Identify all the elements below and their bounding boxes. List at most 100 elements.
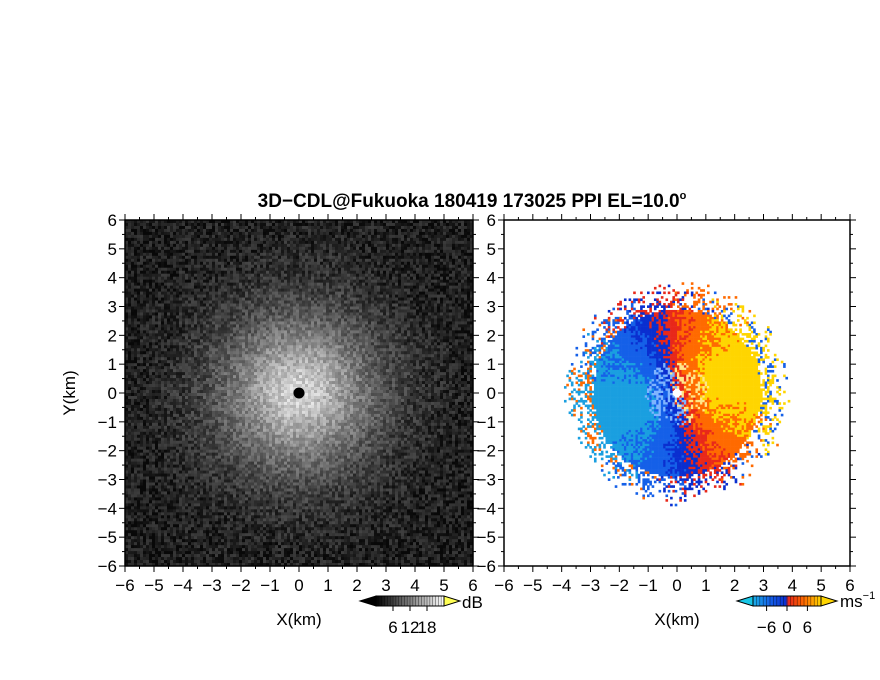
- intensity-cell: [230, 223, 233, 226]
- intensity-cell: [200, 295, 203, 298]
- intensity-cell: [197, 468, 200, 471]
- intensity-cell: [185, 450, 188, 453]
- intensity-cell: [179, 348, 182, 351]
- intensity-cell: [227, 548, 230, 551]
- intensity-cell: [215, 339, 218, 342]
- intensity-cell: [149, 459, 152, 462]
- intensity-cell: [158, 480, 161, 483]
- intensity-cell: [245, 435, 248, 438]
- intensity-cell: [245, 438, 248, 441]
- intensity-cell: [251, 512, 254, 515]
- intensity-cell: [191, 491, 194, 494]
- intensity-cell: [182, 414, 185, 417]
- intensity-cell: [206, 471, 209, 474]
- intensity-cell: [143, 298, 146, 301]
- intensity-cell: [161, 372, 164, 375]
- intensity-cell: [218, 324, 221, 327]
- intensity-cell: [209, 301, 212, 304]
- intensity-cell: [251, 265, 254, 268]
- intensity-cell: [215, 530, 218, 533]
- intensity-cell: [224, 345, 227, 348]
- intensity-cell: [239, 232, 242, 235]
- intensity-cell: [155, 506, 158, 509]
- intensity-cell: [194, 527, 197, 530]
- intensity-cell: [212, 399, 215, 402]
- intensity-cell: [218, 295, 221, 298]
- intensity-cell: [212, 333, 215, 336]
- intensity-cell: [224, 366, 227, 369]
- intensity-cell: [224, 542, 227, 545]
- intensity-cell: [140, 450, 143, 453]
- intensity-cell: [158, 408, 161, 411]
- intensity-cell: [209, 426, 212, 429]
- intensity-cell: [185, 268, 188, 271]
- intensity-cell: [131, 459, 134, 462]
- intensity-cell: [143, 226, 146, 229]
- intensity-cell: [194, 229, 197, 232]
- intensity-cell: [194, 482, 197, 485]
- intensity-cell: [236, 289, 239, 292]
- intensity-cell: [134, 336, 137, 339]
- intensity-cell: [128, 274, 131, 277]
- intensity-cell: [245, 265, 248, 268]
- intensity-cell: [251, 545, 254, 548]
- intensity-cell: [218, 301, 221, 304]
- intensity-cell: [230, 512, 233, 515]
- intensity-cell: [194, 250, 197, 253]
- intensity-cell: [152, 509, 155, 512]
- intensity-cell: [233, 241, 236, 244]
- intensity-cell: [158, 345, 161, 348]
- intensity-cell: [182, 542, 185, 545]
- intensity-cell: [242, 327, 245, 330]
- intensity-cell: [176, 503, 179, 506]
- intensity-cell: [173, 456, 176, 459]
- intensity-cell: [152, 292, 155, 295]
- intensity-cell: [236, 226, 239, 229]
- intensity-cell: [170, 339, 173, 342]
- intensity-cell: [221, 336, 224, 339]
- intensity-cell: [206, 423, 209, 426]
- intensity-cell: [176, 378, 179, 381]
- intensity-cell: [188, 393, 191, 396]
- intensity-cell: [161, 482, 164, 485]
- intensity-cell: [170, 286, 173, 289]
- intensity-cell: [227, 369, 230, 372]
- intensity-cell: [236, 283, 239, 286]
- intensity-cell: [146, 453, 149, 456]
- intensity-cell: [251, 509, 254, 512]
- intensity-cell: [227, 512, 230, 515]
- intensity-cell: [215, 232, 218, 235]
- intensity-cell: [197, 360, 200, 363]
- intensity-cell: [167, 491, 170, 494]
- intensity-cell: [236, 488, 239, 491]
- intensity-cell: [146, 301, 149, 304]
- intensity-cell: [176, 429, 179, 432]
- intensity-cell: [173, 554, 176, 557]
- intensity-cell: [197, 226, 200, 229]
- intensity-cell: [209, 384, 212, 387]
- intensity-cell: [200, 524, 203, 527]
- intensity-cell: [242, 375, 245, 378]
- intensity-cell: [194, 441, 197, 444]
- intensity-cell: [164, 330, 167, 333]
- intensity-cell: [215, 309, 218, 312]
- intensity-cell: [227, 491, 230, 494]
- intensity-cell: [149, 429, 152, 432]
- intensity-cell: [218, 429, 221, 432]
- intensity-cell: [131, 229, 134, 232]
- intensity-cell: [164, 345, 167, 348]
- intensity-cell: [191, 280, 194, 283]
- intensity-cell: [152, 539, 155, 542]
- intensity-cell: [167, 474, 170, 477]
- intensity-cell: [155, 471, 158, 474]
- intensity-cell: [197, 465, 200, 468]
- intensity-cell: [248, 339, 251, 342]
- intensity-cell: [251, 554, 254, 557]
- intensity-cell: [224, 354, 227, 357]
- intensity-cell: [209, 420, 212, 423]
- intensity-cell: [230, 459, 233, 462]
- intensity-cell: [245, 223, 248, 226]
- intensity-cell: [155, 259, 158, 262]
- intensity-cell: [248, 480, 251, 483]
- intensity-cell: [215, 456, 218, 459]
